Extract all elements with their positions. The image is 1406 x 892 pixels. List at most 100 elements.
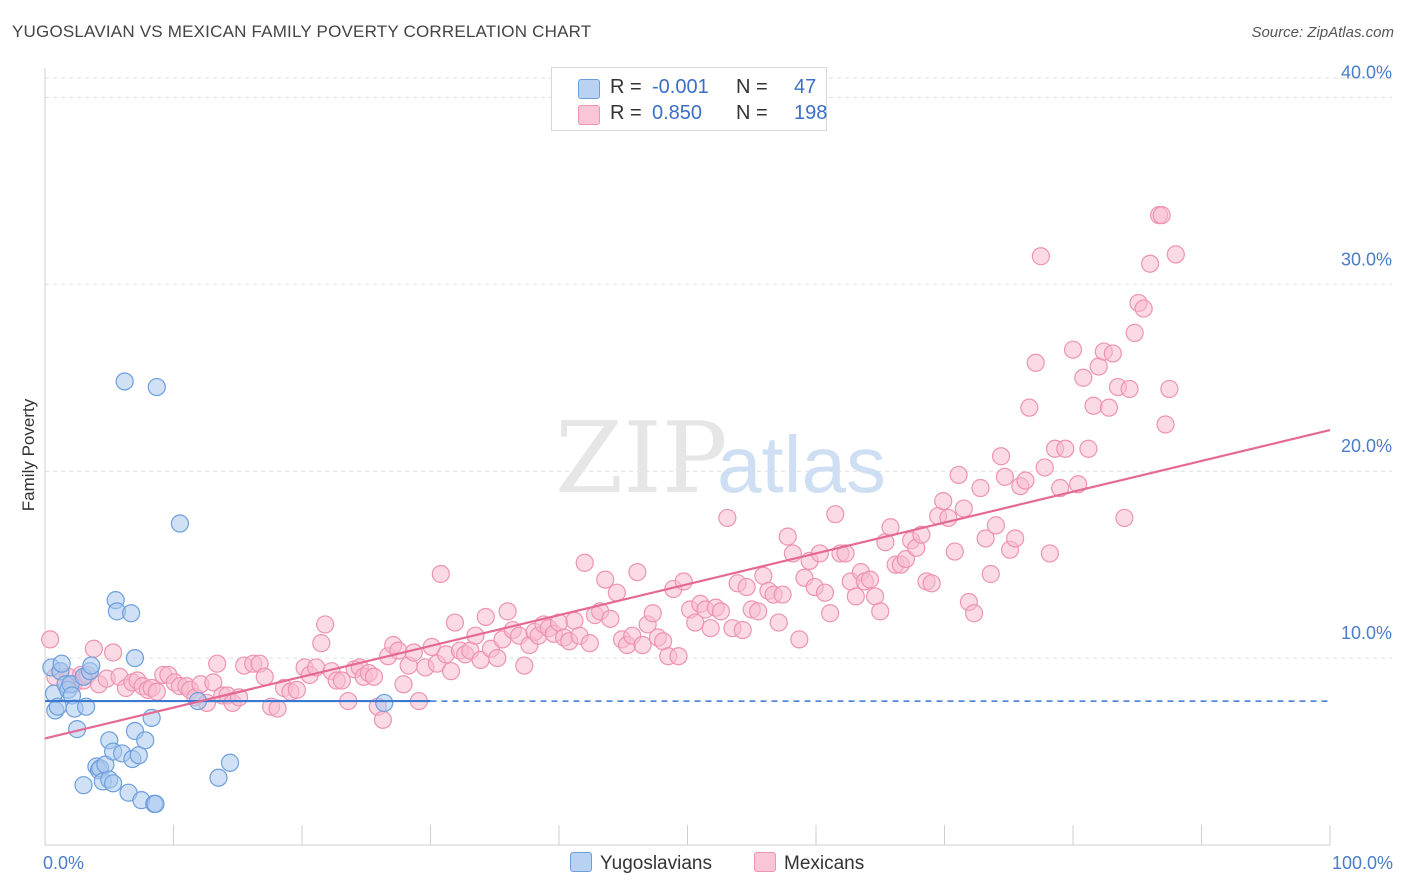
mexican-point [1103,344,1122,363]
legend-r-value: -0.001 [652,76,709,98]
bottom-legend-label: Mexicans [784,853,865,874]
mexican-point [208,654,227,673]
mexican-point [1125,323,1144,342]
mexican-point [1051,478,1070,498]
mexican-point [445,613,465,632]
yugoslavian-point [146,794,165,813]
mexican-point [316,615,335,634]
legend-r-label: R = [610,76,642,98]
mexican-point [1160,379,1179,399]
mexican-point [104,643,123,662]
mexican-point [1031,247,1050,266]
bottom-legend-label: Yugoslavians [600,853,712,874]
mexican-point [287,680,306,699]
mexican-point [1074,368,1093,387]
watermark-zip: ZIP [555,402,728,516]
mexican-point [1166,245,1185,264]
yugoslavian-point [220,753,240,772]
mexican-point [1134,299,1153,318]
source-credit: Source: ZipAtlas.com [1251,24,1394,41]
yugoslavian-point [52,654,71,673]
yugoslavian-point [77,697,96,716]
mexican-point [312,634,331,653]
mexican-point [790,630,809,649]
bottom-legend-swatch-blue [570,852,592,872]
legend-n-value: 47 [794,76,817,98]
mexican-point [204,673,223,692]
mexican-point [945,542,964,561]
mexican-point [769,613,788,632]
trend-lines [44,429,1331,740]
mexican-point [607,583,626,602]
mexican-point [949,465,968,485]
mexican-point [394,675,413,694]
y-tick-label: 40.0% [1341,62,1392,82]
mexican-point [580,634,599,653]
mexican-point [601,609,620,628]
axis-labels: 10.0% 20.0% 30.0% 40.0% 0.0% 100.0% [43,62,1393,873]
yugoslavian-point [136,731,155,750]
legend-n-label: N = [736,102,768,124]
mexican-point [737,577,756,597]
legend-r-value: 0.850 [652,102,703,124]
mexican-point [981,564,1000,584]
chart-title: YUGOSLAVIAN VS MEXICAN FAMILY POVERTY CO… [12,22,592,41]
mexican-point [815,583,835,602]
mexican-point [633,635,652,655]
mexican-point [389,641,408,660]
mexican-point [749,602,768,621]
mexican-point [986,516,1006,535]
yugoslavian-point [104,774,123,793]
mexican-point [733,620,752,640]
legend-swatch-blue [578,79,600,99]
mexican-point [912,525,931,544]
mexican-point [1120,379,1139,399]
mexican-point [821,604,840,623]
mexican-point [1079,439,1098,458]
yugoslavian-point [375,693,394,713]
mexican-point [41,630,60,649]
mexican-point [255,667,274,686]
mexican-point [669,647,688,666]
mexican-point [773,585,792,604]
mexican-point [1152,206,1171,225]
bottom-legend-swatch-pink [754,852,776,872]
axes [44,68,1331,846]
mexican-point [643,604,662,623]
mexican-point [498,602,517,621]
mexican-point [441,662,461,681]
bottom-legend-yugoslavians: Yugoslavians [570,852,712,875]
yugoslavian-point [147,377,166,397]
gridlines [45,77,1392,659]
mexican-point [476,607,495,627]
mexican-point [1020,398,1039,417]
mexican-point [1099,398,1119,417]
y-tick-label: 30.0% [1341,249,1392,269]
mexican-point [1026,353,1045,372]
mexican-point [711,602,731,621]
mexican-point [991,447,1011,466]
legend-swatch-pink [578,105,600,125]
mexican-trend-line [44,429,1331,740]
mexican-point [488,648,507,668]
mexican-point [1084,396,1103,415]
mexican-point [1063,340,1083,359]
yugoslavian-point [209,768,228,787]
mexican-point [596,570,615,589]
yugoslavian-point [115,372,134,391]
watermark-atlas: atlas [717,420,886,509]
yugoslavian-point [74,776,93,795]
mexican-point [1040,544,1059,563]
mexican-point [628,563,647,582]
mexican-point [364,667,384,686]
mexican-point [1035,458,1054,477]
legend: R = -0.001 N = 47 R = 0.850 N = 198 [551,67,827,131]
mexican-point [268,699,287,718]
data-points [41,206,1185,813]
yugoslavian-point [170,514,190,533]
mexican-point [995,467,1014,486]
y-tick-label: 20.0% [1341,436,1392,456]
mexican-point [846,587,865,606]
mexican-point [718,508,737,528]
